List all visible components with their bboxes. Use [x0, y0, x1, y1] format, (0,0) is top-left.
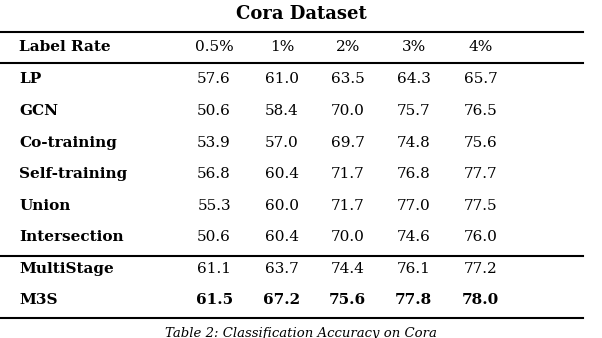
Text: Co-training: Co-training: [19, 136, 117, 149]
Text: 76.8: 76.8: [397, 167, 430, 181]
Text: 75.7: 75.7: [397, 104, 430, 118]
Text: 53.9: 53.9: [197, 136, 231, 149]
Text: 4%: 4%: [468, 40, 493, 54]
Text: 77.5: 77.5: [464, 198, 498, 213]
Text: 58.4: 58.4: [265, 104, 299, 118]
Text: GCN: GCN: [19, 104, 58, 118]
Text: LP: LP: [19, 72, 42, 87]
Text: 64.3: 64.3: [397, 72, 430, 87]
Text: 57.0: 57.0: [265, 136, 299, 149]
Text: 77.7: 77.7: [464, 167, 498, 181]
Text: 61.5: 61.5: [196, 293, 233, 307]
Text: 60.0: 60.0: [265, 198, 299, 213]
Text: 71.7: 71.7: [331, 198, 365, 213]
Text: 74.8: 74.8: [397, 136, 430, 149]
Text: 60.4: 60.4: [265, 167, 299, 181]
Text: 65.7: 65.7: [464, 72, 498, 87]
Text: 75.6: 75.6: [464, 136, 498, 149]
Text: 61.0: 61.0: [265, 72, 299, 87]
Text: MultiStage: MultiStage: [19, 262, 114, 275]
Text: 76.0: 76.0: [464, 230, 498, 244]
Text: 3%: 3%: [402, 40, 426, 54]
Text: 74.4: 74.4: [331, 262, 365, 275]
Text: Union: Union: [19, 198, 71, 213]
Text: 78.0: 78.0: [462, 293, 500, 307]
Text: Table 2: Classification Accuracy on Cora: Table 2: Classification Accuracy on Cora: [165, 327, 437, 338]
Text: Self-training: Self-training: [19, 167, 128, 181]
Text: 74.6: 74.6: [397, 230, 430, 244]
Text: 71.7: 71.7: [331, 167, 365, 181]
Text: Cora Dataset: Cora Dataset: [235, 5, 367, 23]
Text: 69.7: 69.7: [331, 136, 365, 149]
Text: 56.8: 56.8: [197, 167, 231, 181]
Text: 70.0: 70.0: [331, 104, 365, 118]
Text: 63.5: 63.5: [331, 72, 365, 87]
Text: 63.7: 63.7: [265, 262, 299, 275]
Text: 2%: 2%: [335, 40, 360, 54]
Text: 57.6: 57.6: [197, 72, 231, 87]
Text: 70.0: 70.0: [331, 230, 365, 244]
Text: 50.6: 50.6: [197, 104, 231, 118]
Text: 76.5: 76.5: [464, 104, 498, 118]
Text: 1%: 1%: [270, 40, 294, 54]
Text: 77.2: 77.2: [464, 262, 498, 275]
Text: 75.6: 75.6: [329, 293, 366, 307]
Text: 50.6: 50.6: [197, 230, 231, 244]
Text: 61.1: 61.1: [197, 262, 231, 275]
Text: 60.4: 60.4: [265, 230, 299, 244]
Text: 67.2: 67.2: [263, 293, 300, 307]
Text: 76.1: 76.1: [397, 262, 430, 275]
Text: M3S: M3S: [19, 293, 58, 307]
Text: Intersection: Intersection: [19, 230, 124, 244]
Text: 0.5%: 0.5%: [194, 40, 234, 54]
Text: 77.8: 77.8: [395, 293, 432, 307]
Text: Label Rate: Label Rate: [19, 40, 111, 54]
Text: 77.0: 77.0: [397, 198, 430, 213]
Text: 55.3: 55.3: [197, 198, 231, 213]
